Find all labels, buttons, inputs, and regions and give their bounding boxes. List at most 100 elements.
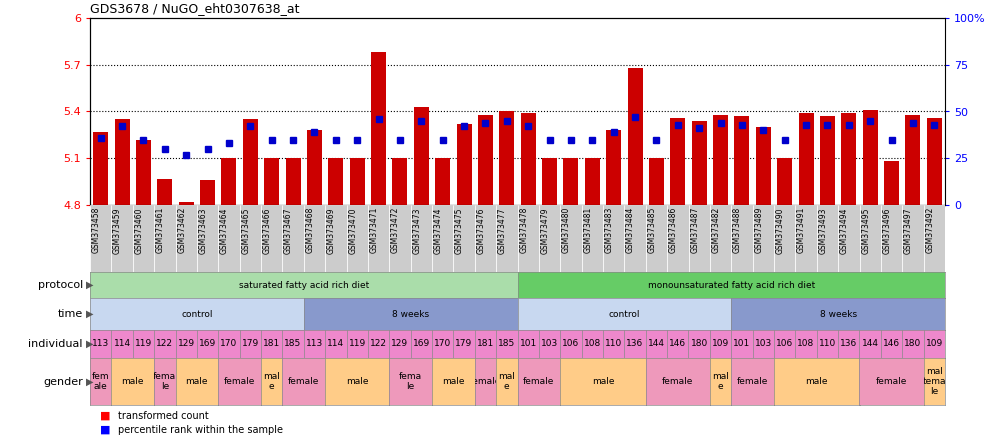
Text: 136: 136 xyxy=(626,340,644,349)
Bar xyxy=(734,116,749,205)
Text: fema
le: fema le xyxy=(399,372,422,391)
Text: GSM373462: GSM373462 xyxy=(177,207,186,254)
Bar xyxy=(325,205,347,272)
Text: gender: gender xyxy=(43,377,83,386)
Text: GSM373496: GSM373496 xyxy=(883,207,892,254)
Text: GSM373487: GSM373487 xyxy=(690,207,699,254)
Bar xyxy=(603,205,624,272)
Text: GSM373464: GSM373464 xyxy=(220,207,229,254)
Bar xyxy=(563,158,578,205)
Text: percentile rank within the sample: percentile rank within the sample xyxy=(118,425,283,435)
Text: GSM373469: GSM373469 xyxy=(327,207,336,254)
Text: ▶: ▶ xyxy=(86,377,94,386)
Bar xyxy=(649,158,664,205)
Bar xyxy=(218,205,240,272)
Bar xyxy=(539,205,560,272)
Text: 136: 136 xyxy=(840,340,857,349)
Text: 180: 180 xyxy=(904,340,922,349)
Text: GSM373485: GSM373485 xyxy=(647,207,656,254)
Text: mal
e: mal e xyxy=(712,372,729,391)
Text: GSM373460: GSM373460 xyxy=(134,207,143,254)
Bar xyxy=(197,205,218,272)
Bar xyxy=(414,107,429,205)
Text: 129: 129 xyxy=(178,340,195,349)
Text: ▶: ▶ xyxy=(86,280,94,290)
Text: GSM373476: GSM373476 xyxy=(476,207,485,254)
Bar xyxy=(884,161,899,205)
Bar xyxy=(817,205,838,272)
Bar xyxy=(133,205,154,272)
Bar xyxy=(221,158,236,205)
Text: mal
e: mal e xyxy=(263,372,280,391)
Text: female: female xyxy=(737,377,768,386)
Text: mal
tema
le: mal tema le xyxy=(923,367,946,396)
Text: GSM373470: GSM373470 xyxy=(348,207,357,254)
Bar xyxy=(646,205,667,272)
Text: 101: 101 xyxy=(733,340,751,349)
Bar xyxy=(628,68,643,205)
Bar xyxy=(927,118,942,205)
Text: 122: 122 xyxy=(156,340,173,349)
Text: ▶: ▶ xyxy=(86,309,94,319)
Bar xyxy=(264,158,279,205)
Text: GSM373477: GSM373477 xyxy=(498,207,507,254)
Text: GSM373494: GSM373494 xyxy=(840,207,849,254)
Text: control: control xyxy=(181,309,213,318)
Bar xyxy=(282,205,304,272)
Text: 8 weeks: 8 weeks xyxy=(820,309,857,318)
Text: GSM373472: GSM373472 xyxy=(391,207,400,254)
Text: female: female xyxy=(662,377,693,386)
Bar xyxy=(347,205,368,272)
Bar xyxy=(838,205,860,272)
Text: 146: 146 xyxy=(669,340,686,349)
Text: 179: 179 xyxy=(455,340,473,349)
Bar xyxy=(179,202,194,205)
Text: 103: 103 xyxy=(755,340,772,349)
Text: 114: 114 xyxy=(327,340,344,349)
Text: 169: 169 xyxy=(413,340,430,349)
Bar xyxy=(881,205,902,272)
Text: 109: 109 xyxy=(926,340,943,349)
Bar xyxy=(435,158,450,205)
Bar xyxy=(261,205,282,272)
Bar xyxy=(176,205,197,272)
Bar xyxy=(774,205,795,272)
Text: 144: 144 xyxy=(648,340,665,349)
Bar xyxy=(328,158,343,205)
Text: male: male xyxy=(806,377,828,386)
Text: 8 weeks: 8 weeks xyxy=(392,309,429,318)
Text: male: male xyxy=(186,377,208,386)
Text: GSM373468: GSM373468 xyxy=(305,207,314,254)
Text: GSM373459: GSM373459 xyxy=(113,207,122,254)
Text: 103: 103 xyxy=(541,340,558,349)
Text: GSM373475: GSM373475 xyxy=(455,207,464,254)
Bar xyxy=(606,130,621,205)
Text: female: female xyxy=(876,377,907,386)
Bar xyxy=(863,110,878,205)
Bar xyxy=(795,205,817,272)
Text: 129: 129 xyxy=(391,340,409,349)
Text: GSM373481: GSM373481 xyxy=(583,207,592,253)
Text: 170: 170 xyxy=(434,340,451,349)
Bar xyxy=(350,158,365,205)
Text: 101: 101 xyxy=(520,340,537,349)
Text: protocol: protocol xyxy=(38,280,83,290)
Text: monounsaturated fatty acid rich diet: monounsaturated fatty acid rich diet xyxy=(648,281,815,289)
Bar xyxy=(688,205,710,272)
Text: male: male xyxy=(592,377,614,386)
Text: control: control xyxy=(609,309,640,318)
Text: GSM373489: GSM373489 xyxy=(754,207,763,254)
Bar xyxy=(392,158,407,205)
Bar xyxy=(286,158,301,205)
Bar xyxy=(115,119,130,205)
Text: 185: 185 xyxy=(498,340,515,349)
Text: 113: 113 xyxy=(306,340,323,349)
Text: 106: 106 xyxy=(776,340,793,349)
Bar xyxy=(542,158,557,205)
Bar xyxy=(371,52,386,205)
Text: GSM373492: GSM373492 xyxy=(925,207,934,254)
Text: male: male xyxy=(442,377,465,386)
Bar xyxy=(753,205,774,272)
Bar xyxy=(924,205,945,272)
Text: ▶: ▶ xyxy=(86,339,94,349)
